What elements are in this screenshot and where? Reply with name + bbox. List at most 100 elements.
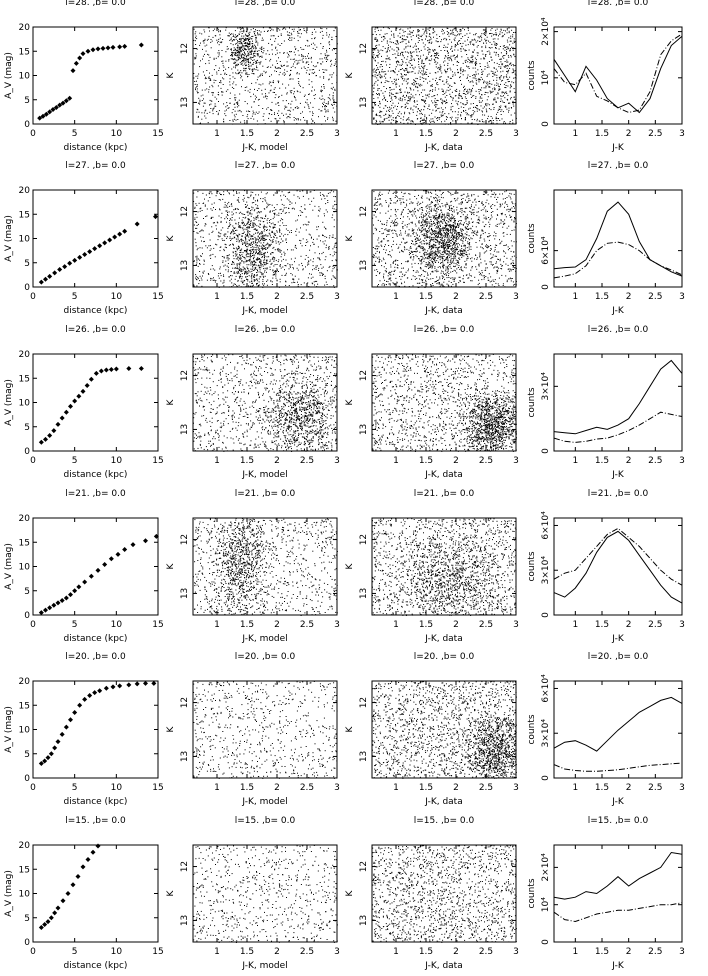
star-point: [272, 35, 274, 37]
star-point: [248, 219, 250, 221]
x-tick-label: 1: [214, 292, 220, 302]
star-point: [274, 257, 276, 259]
star-point: [232, 36, 234, 37]
star-point: [248, 236, 250, 238]
star-point: [460, 115, 462, 117]
star-point: [457, 101, 459, 103]
star-point: [250, 65, 252, 67]
star-point: [242, 281, 244, 283]
star-point: [243, 61, 245, 63]
star-point: [249, 271, 251, 273]
star-point: [249, 37, 251, 39]
star-point: [246, 36, 248, 37]
star-point: [374, 38, 376, 40]
star-point: [462, 36, 464, 38]
star-point: [508, 111, 509, 113]
star-point: [316, 229, 318, 231]
star-point: [385, 51, 387, 53]
star-point: [278, 241, 280, 243]
star-point: [251, 69, 253, 71]
star-point: [221, 56, 223, 58]
star-point: [324, 284, 326, 286]
star-point: [422, 28, 424, 30]
star-point: [263, 252, 265, 254]
star-point: [210, 108, 212, 109]
star-point: [240, 51, 242, 53]
star-point: [403, 35, 405, 37]
star-point: [275, 46, 277, 48]
star-point: [429, 90, 431, 92]
star-point: [457, 49, 459, 51]
star-point: [198, 73, 200, 75]
star-point: [276, 231, 278, 233]
star-point: [324, 236, 326, 238]
star-point: [240, 77, 242, 79]
star-point: [487, 118, 489, 120]
star-point: [200, 277, 202, 279]
star-point: [289, 73, 291, 75]
star-point: [499, 86, 500, 88]
star-point: [249, 88, 251, 90]
star-point: [260, 250, 262, 252]
star-point: [253, 249, 255, 251]
star-point: [256, 275, 258, 277]
star-point: [252, 45, 254, 47]
star-point: [454, 27, 456, 29]
star-point: [263, 268, 265, 270]
star-point: [435, 110, 437, 112]
star-point: [286, 61, 288, 63]
star-point: [220, 87, 222, 89]
star-point: [213, 277, 214, 279]
star-point: [491, 59, 493, 61]
star-point: [238, 197, 240, 199]
star-point: [225, 29, 227, 31]
star-point: [471, 119, 473, 120]
star-point: [312, 276, 314, 278]
star-point: [255, 69, 257, 71]
star-point: [462, 48, 464, 50]
star-point: [456, 42, 458, 44]
star-point: [485, 42, 487, 44]
star-point: [395, 61, 397, 63]
star-point: [232, 109, 234, 110]
star-point: [393, 78, 395, 80]
star-point: [242, 57, 244, 59]
star-point: [262, 283, 263, 285]
star-point: [239, 93, 241, 95]
star-point: [331, 260, 333, 262]
star-point: [261, 55, 263, 57]
star-point: [209, 197, 211, 198]
star-point: [253, 56, 254, 58]
star-point: [464, 60, 466, 62]
star-point: [404, 111, 406, 113]
star-point: [501, 118, 503, 120]
star-point: [482, 29, 484, 31]
star-point: [253, 251, 255, 253]
star-point: [288, 116, 290, 118]
star-point: [293, 281, 295, 283]
star-point: [237, 50, 239, 52]
star-point: [229, 238, 231, 239]
star-point: [278, 259, 280, 261]
star-point: [235, 223, 237, 225]
star-point: [203, 102, 205, 104]
star-point: [290, 258, 292, 260]
star-point: [241, 219, 243, 221]
star-point: [458, 95, 460, 97]
star-point: [451, 116, 453, 118]
star-point: [260, 191, 262, 193]
star-point: [272, 257, 274, 259]
star-point: [258, 225, 260, 227]
star-point: [250, 221, 252, 223]
star-point: [506, 108, 508, 110]
star-point: [261, 272, 263, 274]
star-point: [289, 231, 290, 233]
star-point: [239, 109, 241, 111]
star-point: [485, 103, 487, 104]
star-point: [214, 105, 216, 107]
star-point: [202, 272, 204, 274]
star-point: [505, 105, 507, 107]
star-point: [458, 108, 460, 109]
star-point: [222, 260, 224, 262]
star-point: [254, 50, 256, 52]
